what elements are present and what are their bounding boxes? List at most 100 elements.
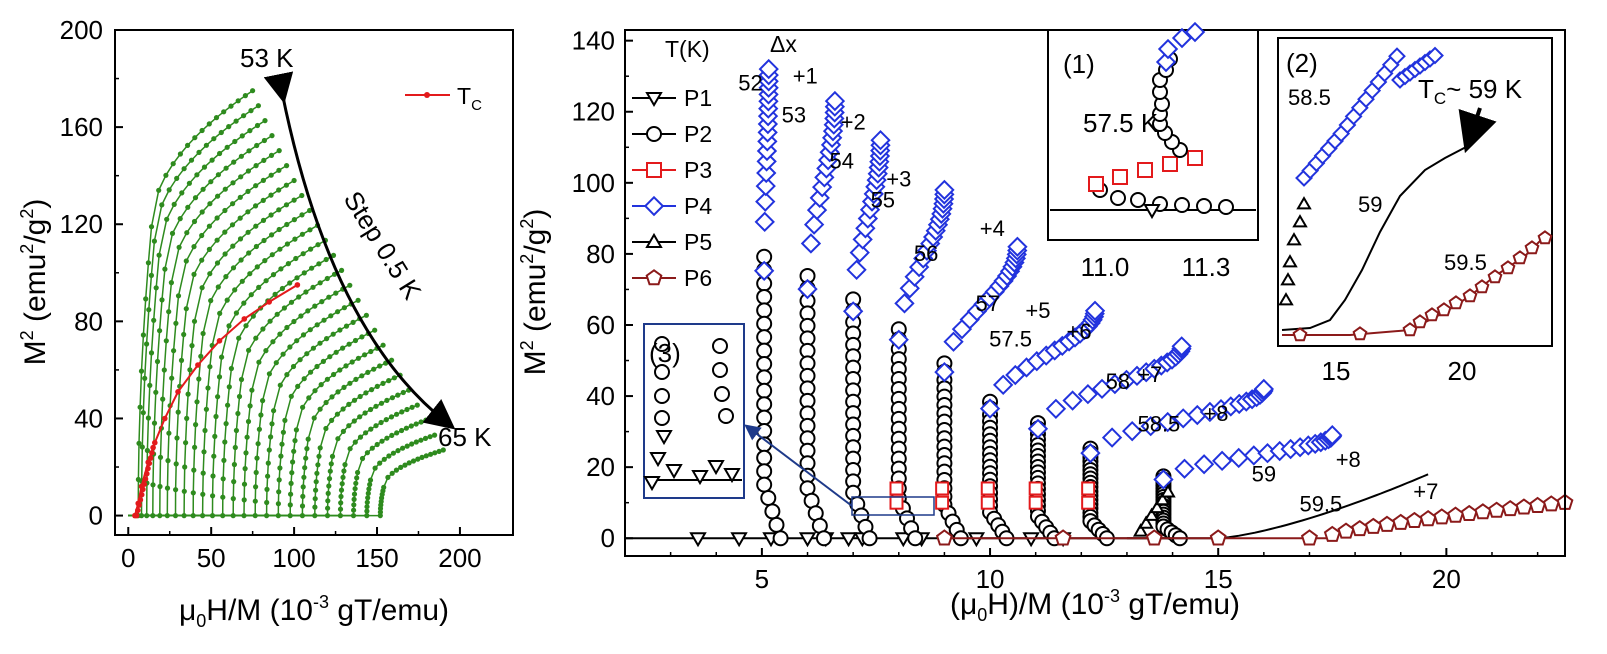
isotherm-point bbox=[325, 490, 331, 496]
triangle-down-marker bbox=[643, 476, 661, 492]
isotherm-point bbox=[199, 209, 205, 215]
pentagon-marker bbox=[1337, 522, 1355, 539]
isotherm-point bbox=[346, 341, 352, 347]
inset-2-line-59 bbox=[1281, 145, 1469, 331]
isotherm-point bbox=[385, 474, 391, 480]
isotherm-point bbox=[304, 351, 310, 357]
diamond-marker bbox=[1080, 442, 1101, 464]
isotherm-52 bbox=[753, 58, 789, 547]
isotherm-point bbox=[260, 326, 266, 332]
isotherm-point bbox=[303, 289, 309, 295]
isotherm-point bbox=[253, 469, 259, 476]
isotherm-point bbox=[179, 190, 185, 196]
isotherm-point bbox=[207, 271, 213, 277]
isotherm-point bbox=[311, 415, 317, 421]
inset-1: (1) 57.5 K 11.0 11.3 bbox=[1047, 21, 1259, 282]
square-marker bbox=[1112, 169, 1128, 185]
diamond-marker bbox=[1153, 469, 1174, 490]
diamond-marker bbox=[943, 331, 964, 352]
isotherm-point bbox=[183, 306, 189, 312]
pentagon-marker bbox=[1378, 515, 1396, 532]
temp-label: 52 bbox=[738, 70, 762, 95]
isotherm-point bbox=[226, 124, 232, 130]
pentagon-marker bbox=[1500, 260, 1516, 275]
isotherm-point bbox=[386, 453, 392, 459]
inset-1-markers bbox=[1050, 21, 1256, 220]
tc-point bbox=[195, 362, 201, 368]
circle-marker bbox=[760, 490, 777, 507]
isotherm-point bbox=[144, 341, 150, 347]
x-tick-label: 100 bbox=[272, 543, 315, 573]
isotherm-point bbox=[229, 222, 236, 228]
inset-3: (3) bbox=[643, 323, 935, 516]
isotherm-point bbox=[245, 188, 251, 194]
diamond-marker bbox=[1322, 424, 1343, 446]
isotherm-point bbox=[329, 417, 335, 423]
y-tick-label: 0 bbox=[601, 523, 615, 553]
x-tick-label: 200 bbox=[438, 543, 481, 573]
isotherm-point bbox=[266, 371, 272, 377]
isotherm-point bbox=[148, 224, 155, 230]
circle-marker bbox=[718, 408, 734, 424]
isotherm-point bbox=[297, 357, 303, 363]
isotherm-point bbox=[230, 496, 236, 502]
inset-2-tc: TC~ 59 K bbox=[1418, 74, 1523, 108]
diamond-marker bbox=[797, 278, 818, 300]
isotherm-point bbox=[301, 474, 307, 480]
isotherm-point bbox=[347, 380, 353, 386]
isotherm-point bbox=[291, 177, 297, 184]
isotherm-point bbox=[222, 439, 228, 445]
isotherm-point bbox=[146, 307, 152, 313]
isotherm-point bbox=[254, 264, 260, 270]
isotherm-point bbox=[215, 172, 221, 178]
tc-point bbox=[135, 507, 141, 514]
isotherm-point bbox=[355, 355, 361, 361]
isotherm-point bbox=[222, 229, 228, 235]
isotherm-point bbox=[276, 226, 282, 233]
isotherm-point bbox=[260, 197, 266, 203]
isotherm-point bbox=[231, 479, 237, 485]
isotherm-point bbox=[183, 258, 189, 264]
isotherm-point bbox=[228, 103, 234, 109]
isotherm-point bbox=[373, 403, 379, 409]
diamond-marker bbox=[934, 179, 955, 201]
isotherm-point bbox=[273, 360, 279, 366]
isotherm-point bbox=[313, 479, 319, 485]
isotherm-point bbox=[281, 305, 287, 311]
isotherm-point bbox=[316, 453, 322, 459]
pentagon-marker bbox=[1448, 295, 1464, 310]
triangle-up-marker bbox=[1132, 523, 1149, 537]
isotherm-point bbox=[323, 425, 329, 432]
isotherm-point bbox=[191, 271, 197, 277]
dx-label: +6 bbox=[1066, 319, 1091, 344]
isotherm-point bbox=[238, 376, 245, 383]
isotherm-point bbox=[290, 363, 297, 370]
isotherm-point bbox=[268, 192, 274, 198]
temp-label: 53 bbox=[782, 102, 806, 127]
isotherm-point bbox=[263, 348, 269, 354]
isotherm-point bbox=[383, 417, 389, 423]
isotherm-point bbox=[206, 223, 212, 229]
tc-point bbox=[138, 491, 145, 498]
isotherm-point bbox=[363, 312, 369, 318]
isotherm-point bbox=[230, 180, 236, 186]
isotherm-point bbox=[359, 334, 365, 340]
isotherm-point bbox=[166, 430, 172, 436]
isotherm-point bbox=[277, 465, 283, 471]
isotherm-point bbox=[346, 423, 352, 429]
inset-3-pointer bbox=[744, 424, 853, 507]
isotherm-point bbox=[395, 448, 401, 454]
dx-label: +2 bbox=[841, 110, 866, 135]
isotherm-point bbox=[171, 348, 177, 354]
isotherm-point bbox=[244, 434, 250, 440]
temp-label: 59 bbox=[1252, 461, 1276, 486]
isotherm-point bbox=[222, 207, 228, 214]
inset-2-xtick-1: 20 bbox=[1448, 356, 1477, 386]
pentagon-marker bbox=[1364, 517, 1382, 534]
isotherm-point bbox=[206, 246, 212, 252]
isotherm-point bbox=[166, 309, 172, 315]
isotherm-point bbox=[267, 318, 273, 324]
dx-label: +5 bbox=[1025, 298, 1050, 323]
isotherm-point bbox=[355, 297, 361, 303]
isotherm-point bbox=[211, 136, 217, 142]
